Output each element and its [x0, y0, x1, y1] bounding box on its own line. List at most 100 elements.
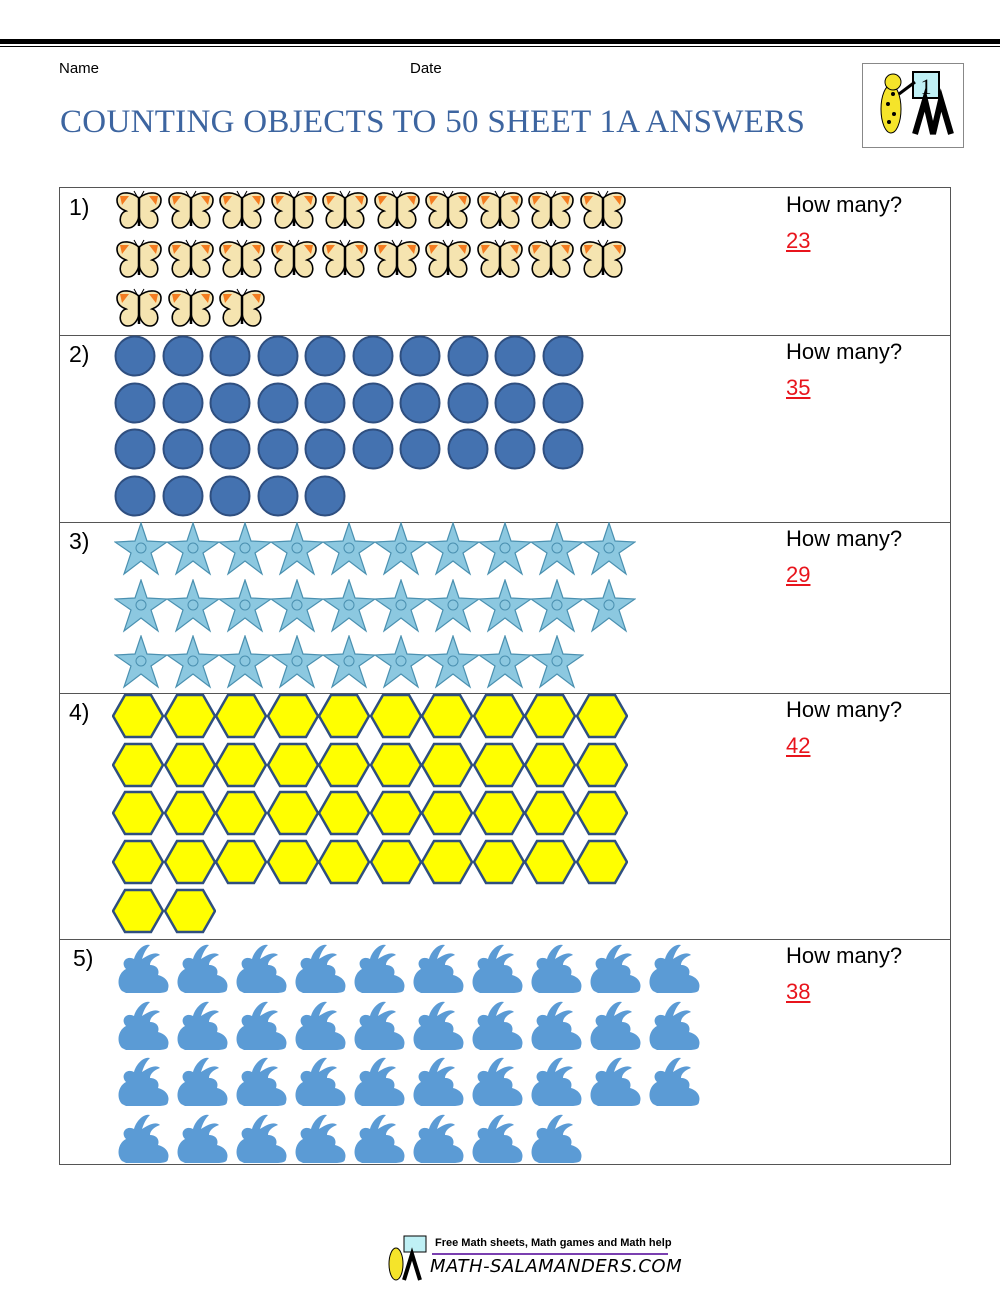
butterfly-icon	[476, 190, 523, 229]
date-label: Date	[410, 60, 442, 77]
circle-icon	[209, 335, 251, 377]
starfish-icon	[426, 578, 480, 633]
circle-icon	[257, 382, 298, 423]
question-number: 2)	[69, 341, 90, 367]
circle-icon	[399, 335, 441, 377]
rabbit-icon	[531, 1001, 582, 1050]
rabbit-icon	[590, 944, 641, 993]
starfish-icon	[114, 522, 168, 576]
hexagon-icon	[524, 693, 576, 739]
starfish-icon	[270, 635, 324, 689]
hexagon-icon	[266, 693, 319, 739]
question-number: 3)	[69, 528, 90, 554]
circle-icon	[304, 335, 346, 377]
rabbit-icon	[295, 1058, 346, 1107]
rabbit-icon	[354, 1001, 405, 1050]
rabbit-icon	[236, 944, 287, 993]
rabbit-icon	[236, 1001, 287, 1050]
starfish-icon	[218, 578, 272, 633]
hexagon-icon	[318, 742, 370, 787]
rabbit-icon	[354, 944, 405, 993]
starfish-icon	[166, 635, 220, 689]
circle-icon	[447, 335, 488, 377]
question-row: 2) How many? 35	[60, 335, 950, 523]
starfish-icon	[426, 522, 480, 576]
footer-site-link[interactable]: MATH-SALAMANDERS.COM	[430, 1256, 683, 1277]
hexagon-icon	[524, 839, 576, 885]
question-row: 4) How many? 42	[60, 693, 950, 940]
circle-icon	[162, 475, 203, 516]
questions-table: 1) How many? 23 2) How many? 35 3) How man…	[59, 187, 951, 1165]
rabbit-icon	[354, 1058, 405, 1107]
rabbit-icon	[649, 1001, 700, 1050]
hexagon-icon	[421, 791, 473, 836]
hexagon-icon	[112, 693, 164, 739]
hexagon-icon	[421, 839, 473, 885]
circle-icon	[114, 428, 156, 470]
circle-icon	[447, 382, 488, 423]
starfish-icon	[582, 522, 636, 576]
butterfly-icon	[116, 239, 162, 278]
rabbit-icon	[649, 1058, 700, 1107]
starfish-icon	[218, 635, 272, 689]
hexagon-icon	[524, 791, 576, 836]
rabbit-icon	[295, 1114, 346, 1164]
butterfly-icon	[528, 190, 574, 229]
hexagon-icon	[369, 791, 422, 836]
butterfly-icon	[528, 239, 574, 278]
starfish-icon	[478, 635, 532, 689]
starfish-icon	[114, 635, 168, 689]
rabbit-icon	[177, 1058, 228, 1107]
footer-tagline: Free Math sheets, Math games and Math he…	[435, 1237, 672, 1249]
hexagon-icon	[318, 791, 370, 836]
answer-value: 38	[786, 979, 811, 1004]
rabbit-icon	[531, 1114, 582, 1164]
hexagon-icon	[472, 839, 525, 885]
starfish-icon	[322, 522, 376, 576]
rabbit-icon	[118, 944, 169, 993]
hexagon-icon	[112, 791, 164, 836]
hexagon-icon	[472, 693, 525, 739]
rabbit-icon	[531, 944, 582, 993]
rabbit-icon	[177, 944, 228, 993]
rabbit-icon	[295, 944, 346, 993]
how-many-prompt: How many?	[786, 943, 903, 968]
hexagon-icon	[266, 839, 319, 885]
circle-icon	[304, 428, 346, 470]
butterfly-icon	[476, 239, 523, 278]
answer-value: 42	[786, 733, 811, 758]
circle-icon	[304, 475, 346, 516]
circle-icon	[352, 428, 393, 470]
rabbit-icon	[236, 1058, 287, 1107]
butterfly-icon	[219, 288, 265, 327]
butterfly-icon	[322, 239, 368, 278]
footer-logo[interactable]: Free Math sheets, Math games and Math he…	[380, 1234, 682, 1284]
starfish-icon	[322, 635, 376, 689]
circle-icon	[494, 335, 536, 377]
circle-icon	[114, 475, 156, 516]
starfish-icon	[478, 578, 532, 633]
starfish-icon	[374, 522, 428, 576]
circle-icon	[114, 335, 156, 377]
question-row: 3) How many? 29	[60, 522, 950, 694]
top-rule	[0, 39, 1000, 44]
hexagon-icon	[112, 742, 164, 787]
hexagon-icon	[163, 693, 216, 739]
rabbit-icon	[590, 1058, 641, 1107]
circle-icon	[114, 382, 156, 423]
butterfly-icon	[219, 190, 265, 229]
starfish-icon	[478, 522, 532, 576]
butterfly-icon	[219, 239, 265, 278]
footer-divider	[432, 1253, 668, 1255]
butterfly-icon	[167, 239, 214, 278]
rabbit-icon	[472, 1001, 523, 1050]
hexagon-icon	[472, 742, 525, 787]
hexagon-icon	[215, 742, 267, 787]
hexagon-icon	[369, 693, 422, 739]
circle-icon	[162, 382, 203, 423]
butterfly-icon	[116, 190, 162, 229]
butterfly-icon	[425, 239, 471, 278]
butterfly-icon	[373, 190, 420, 229]
hexagon-icon	[266, 791, 319, 836]
how-many-prompt: How many?	[786, 339, 903, 364]
